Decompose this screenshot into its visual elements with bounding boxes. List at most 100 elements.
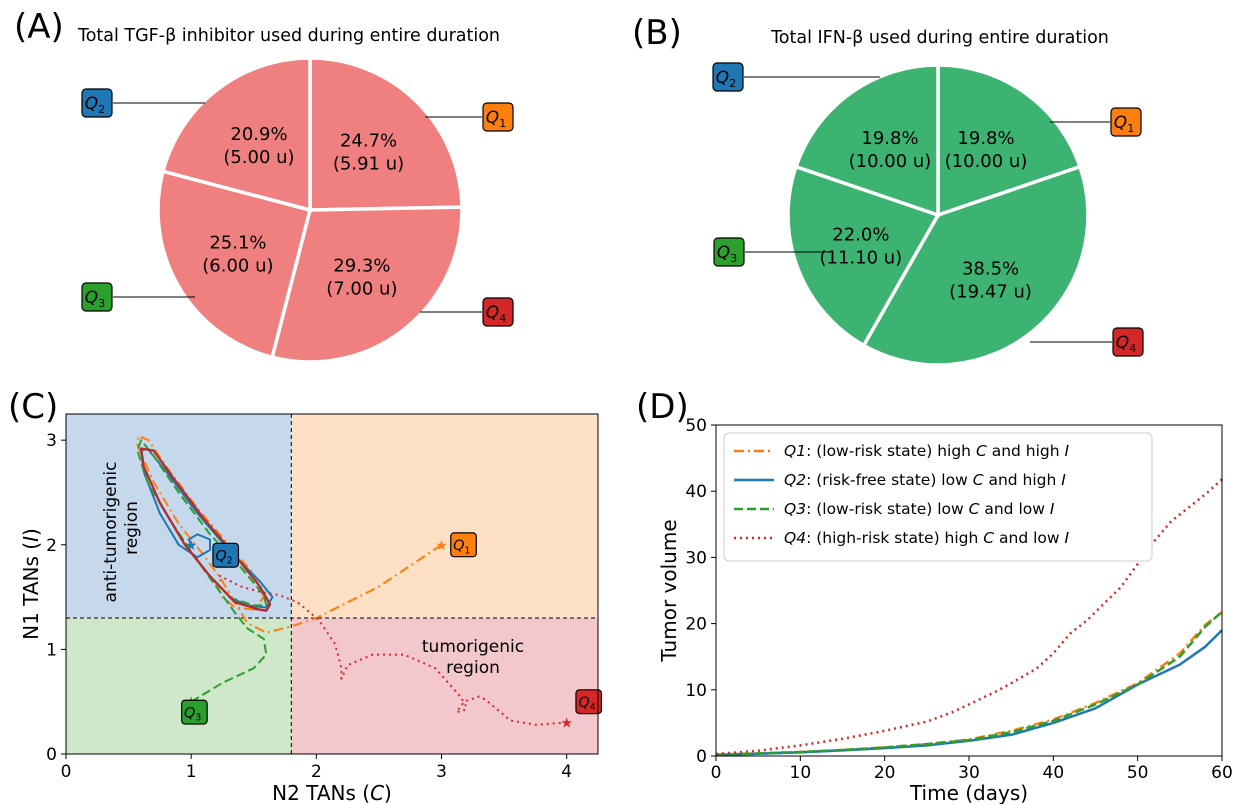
region-q1: [291, 414, 598, 618]
pie-b-amount-label-q3: (11.10 u): [820, 247, 903, 268]
y-tick-label-c: 2: [46, 536, 57, 556]
legend-d-box: [723, 432, 1153, 562]
pie-a-pct-label-q2: 20.9%: [230, 124, 287, 145]
pie-b-slice-q3: [786, 164, 941, 348]
pie-b-badge-q1-box: [1110, 107, 1142, 137]
pie-a-slice-q4: [270, 205, 464, 364]
pie-a-badge-q2-text: Q2: [85, 94, 105, 116]
trajectory-q1: [136, 435, 443, 634]
pie-b-badge-q2: Q2: [712, 62, 744, 92]
y-tick-label-d: 0: [696, 747, 707, 767]
pie-a-slice-q1: [308, 56, 464, 212]
pie-b-title: Total IFN-β used during entire duration: [770, 28, 1109, 48]
phase-badge-q3: Q3: [181, 699, 208, 725]
pie-a-badge-q1: Q1: [482, 102, 514, 132]
anti-tumorigenic-label-line2: region: [122, 501, 142, 555]
legend-label-q2: Q2: (risk-free state) low C and high I: [784, 471, 1066, 489]
y-axis-label-c: N1 TANs (I): [19, 528, 43, 640]
pie-a-badge-q2-box: [81, 88, 113, 118]
x-tick-label-c: 4: [561, 762, 572, 782]
pie-b-amount-label-q1: (10.00 u): [945, 151, 1028, 172]
x-tick-label-d: 0: [711, 763, 722, 783]
tumor-series-q3: [715, 610, 1223, 756]
phase-badge-q2-box: [212, 542, 240, 568]
pie-a-slice-q3: [156, 169, 313, 360]
pie-a-badge-q2: Q2: [81, 88, 113, 118]
pie-b-pct-label-q4: 38.5%: [962, 259, 1019, 280]
pie-b-badge-q1-text: Q1: [1114, 113, 1134, 135]
legend-label-q4: Q4: (high-risk state) high C and low I: [784, 529, 1070, 547]
y-tick-label-d: 50: [685, 416, 707, 436]
pie-b-badge-q4: Q4: [1112, 327, 1144, 357]
x-tick-label-c: 1: [186, 762, 197, 782]
x-axis-label-c: N2 TANs (C): [272, 781, 392, 804]
phase-badge-q4-text: Q4: [578, 695, 595, 713]
pie-a-pct-label-q1: 24.7%: [340, 130, 397, 151]
y-tick-label-c: 0: [46, 745, 57, 765]
region-q3: [66, 618, 292, 754]
pie-b-badge-q3-box: [713, 237, 745, 267]
panel-a-label: (A): [14, 7, 64, 47]
pie-a-badge-q4-text: Q4: [486, 303, 506, 325]
pie-b-pct-label-q1: 19.8%: [957, 128, 1014, 149]
tumor-series-q4: [715, 478, 1223, 756]
pie-b-badge-q3-text: Q3: [717, 243, 737, 265]
x-axis-label-d: Time (days): [909, 781, 1028, 804]
phase-badge-q4-box: [575, 689, 603, 715]
tumorigenic-label-line1: tumorigenic: [422, 637, 524, 657]
phase-badge-q3-text: Q3: [184, 705, 201, 723]
pie-a-badge-q1-box: [482, 102, 514, 132]
tumor-volume-plot-d: 0 10 20 30 40 50 60 0 10 20 30 40 50 Time (days) Tumor…: [657, 416, 1233, 804]
phase-badge-q4: Q4: [575, 689, 603, 715]
y-tick-label-d: 40: [685, 482, 707, 502]
legend-d: Q1: (low-risk state) high C and high I Q2…: [723, 432, 1153, 562]
tumorigenic-label-line2: region: [446, 658, 500, 678]
start-star-q1: ★: [435, 538, 448, 554]
pie-a-badge-q4-box: [482, 297, 514, 327]
pie-b-badge-q2-text: Q2: [716, 68, 736, 90]
x-tick-label-d: 10: [790, 763, 812, 783]
x-tick-label-d: 50: [1127, 763, 1149, 783]
y-tick-label-d: 20: [685, 615, 707, 635]
start-star-q4: ★: [560, 716, 573, 732]
pie-b-badge-q2-box: [712, 62, 744, 92]
tumor-series-q2: [715, 629, 1223, 756]
pie-a-badge-q1-text: Q1: [486, 108, 506, 130]
tumor-series-q1: [715, 611, 1223, 756]
pie-a-amount-label-q2: (5.00 u): [223, 147, 294, 168]
trajectory-all: [139, 447, 272, 612]
pie-b-slice-q4: [861, 164, 1090, 367]
trajectory-q3: [136, 439, 268, 703]
pie-b-badge-q4-box: [1112, 327, 1144, 357]
y-tick-label-d: 10: [685, 681, 707, 701]
pie-a-pct-label-q3: 25.1%: [209, 232, 266, 253]
phase-badge-q1-text: Q1: [453, 538, 470, 556]
pie-a-slice-q2: [160, 56, 312, 213]
anti-tumorigenic-label-line1: anti-tumorigenic: [101, 462, 121, 603]
pie-b-pct-label-q3: 22.0%: [832, 224, 889, 245]
x-tick-label-d: 40: [1043, 763, 1065, 783]
pie-a-amount-label-q4: (7.00 u): [326, 279, 397, 300]
x-tick-label-c: 0: [61, 762, 72, 782]
y-tick-label-d: 30: [685, 548, 707, 568]
pie-a-title: Total TGF-β inhibitor used during entire…: [77, 26, 500, 46]
pie-chart-a: 24.7%(5.91 u) Q1 29.3%(7.00 u) Q4 25.1%(6.00…: [81, 56, 514, 364]
phase-badge-q2: Q2: [212, 542, 240, 568]
phase-badge-q2-text: Q2: [215, 548, 232, 566]
y-axis-label-d: Tumor volume: [657, 519, 681, 662]
panel-c-label: (C): [8, 387, 58, 427]
pie-b-amount-label-q2: (10.00 u): [849, 151, 932, 172]
pie-a-badge-q3-box: [81, 282, 113, 312]
plot-c-frame: [65, 413, 599, 755]
x-tick-label-d: 60: [1211, 763, 1233, 783]
legend-label-q3: Q3: (low-risk state) low C and low I: [784, 500, 1055, 518]
pie-a-amount-label-q3: (6.00 u): [202, 255, 273, 276]
x-tick-label-c: 2: [311, 762, 322, 782]
region-anti-tumorigenic: [66, 414, 292, 618]
pie-b-badge-q3: Q3: [713, 237, 745, 267]
pie-a-amount-label-q1: (5.91 u): [333, 153, 404, 174]
pie-a-badge-q3: Q3: [81, 282, 113, 312]
phase-badge-q1-box: [450, 532, 477, 558]
